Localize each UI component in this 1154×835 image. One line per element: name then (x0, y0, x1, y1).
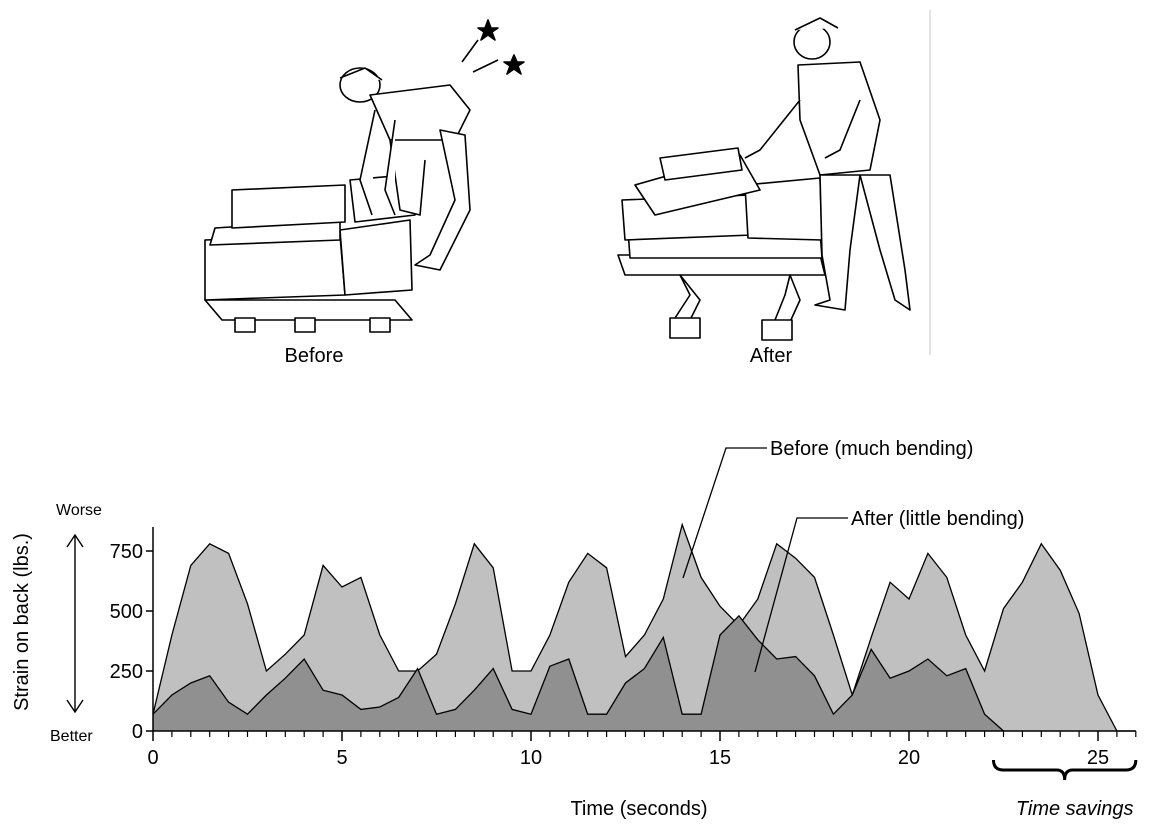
x-axis-label: Time (seconds) (570, 798, 707, 820)
x-tick-label: 15 (709, 747, 731, 769)
x-tick-label: 5 (336, 747, 347, 769)
y-tick-label: 750 (110, 541, 143, 563)
x-tick-label: 0 (147, 747, 158, 769)
x-tick-label: 25 (1087, 747, 1109, 769)
y-top-label: Worse (56, 502, 102, 519)
direction-arrow (67, 535, 83, 712)
x-tick-label: 10 (520, 747, 542, 769)
y-tick-label: 0 (132, 721, 143, 743)
before-caption: Before (285, 345, 344, 367)
y-tick-label: 250 (110, 661, 143, 683)
brace-label: Time savings (1016, 798, 1134, 820)
leader-line (683, 448, 767, 578)
brace (994, 760, 1136, 780)
y-tick-label: 500 (110, 601, 143, 623)
plot: 0 250 500 750 0 5 10 15 20 25 Time (seconds) Strain… (11, 438, 1136, 820)
before-illustration (205, 20, 524, 332)
after-caption: After (750, 345, 793, 367)
y-axis-label: Strain on back (lbs.) (11, 533, 33, 711)
series-label: After (little bending) (851, 508, 1024, 530)
after-illustration (618, 10, 930, 355)
x-tick-label: 20 (898, 747, 920, 769)
series-label: Before (much bending) (770, 438, 973, 460)
page: Before After 0 250 500 750 0 5 10 15 20 25 Time (s… (0, 0, 1154, 830)
y-bottom-label: Better (50, 728, 93, 745)
